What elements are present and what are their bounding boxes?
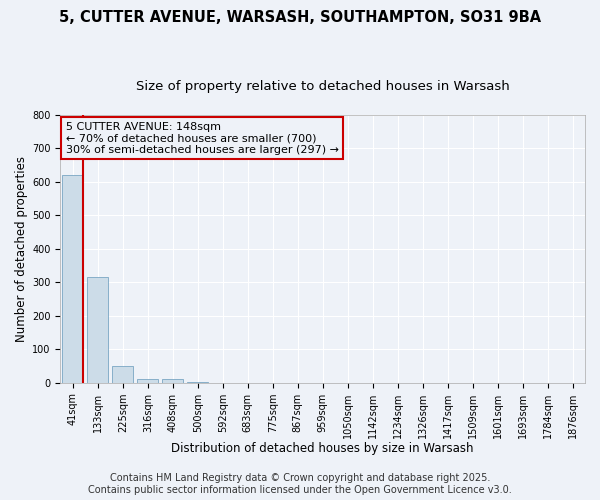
Bar [62, 175, 83, 382]
Text: 5 CUTTER AVENUE: 148sqm
← 70% of detached houses are smaller (700)
30% of semi-d: 5 CUTTER AVENUE: 148sqm ← 70% of detache… [65, 122, 338, 155]
X-axis label: Distribution of detached houses by size in Warsash: Distribution of detached houses by size … [172, 442, 474, 455]
Bar [87, 278, 109, 382]
Bar [112, 366, 133, 382]
Y-axis label: Number of detached properties: Number of detached properties [15, 156, 28, 342]
Bar [137, 378, 158, 382]
Text: 5, CUTTER AVENUE, WARSASH, SOUTHAMPTON, SO31 9BA: 5, CUTTER AVENUE, WARSASH, SOUTHAMPTON, … [59, 10, 541, 25]
Bar [162, 379, 184, 382]
Title: Size of property relative to detached houses in Warsash: Size of property relative to detached ho… [136, 80, 509, 93]
Text: Contains HM Land Registry data © Crown copyright and database right 2025.
Contai: Contains HM Land Registry data © Crown c… [88, 474, 512, 495]
